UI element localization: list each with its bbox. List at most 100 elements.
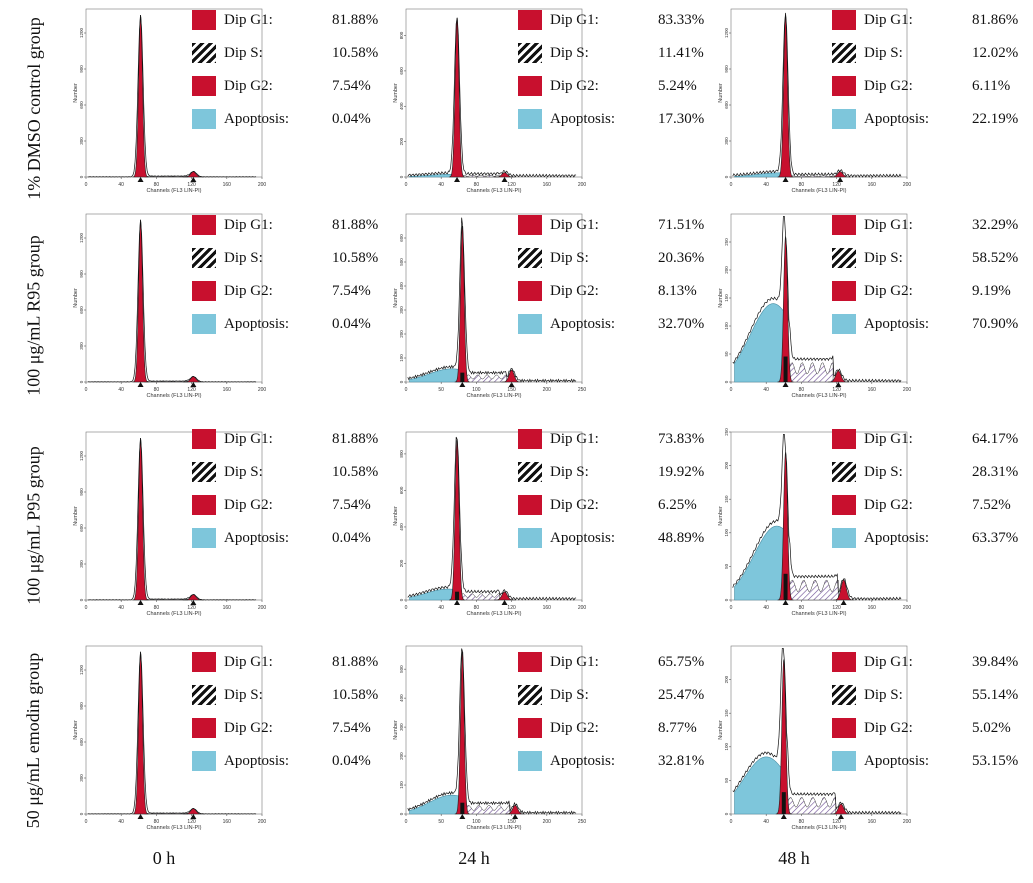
phase-legend: Dip G1: 81.88% Dip S: 10.58% Dip G2: 7.54% Apo… [192,8,422,138]
y-tick-label: 600 [79,524,84,532]
x-tick-label: 40 [118,182,124,188]
legend-item-s: Dip S: 10.58% [192,460,412,484]
x-axis-label: Channels (FL3 LIN-PI) [466,393,521,399]
legend-value: 65.75% [658,653,705,670]
y-tick-label: 400 [399,523,404,531]
histogram-svg: 0 50 100 150 200 250 Channels (FL3 LIN-PI) 0 100… [393,645,587,831]
histogram-panel: 0 50 100 150 200 250 Channels (FL3 LIN-PI) 0 100… [393,642,590,832]
legend-value: 53.15% [972,752,1019,769]
x-tick-label: 200 [903,819,912,825]
x-tick-label: 0 [85,387,88,393]
g2-peak [494,172,516,178]
legend-swatch [518,281,542,301]
x-tick-label: 250 [578,819,587,825]
peak-marker [190,600,197,605]
legend-swatch [518,652,542,672]
y-tick-label: 900 [724,65,729,73]
x-tick-label: 200 [258,387,267,393]
legend-value: 81.88% [332,216,379,233]
legend-label: Apoptosis: [550,529,616,546]
histogram-outline [87,219,257,383]
y-tick-label: 0 [399,380,404,383]
histogram-outline [87,651,257,815]
legend-value: 7.54% [332,496,371,513]
legend-value: 5.02% [972,719,1011,736]
x-tick-label: 160 [223,387,232,393]
y-tick-label: 300 [79,774,84,782]
apoptosis-area [409,588,458,601]
histogram-panel: 0 40 80 120 160 200 Channels (FL3 LIN-PI) 0 50 10… [718,210,915,400]
x-axis-label: Channels (FL3 LIN-PI) [146,188,201,194]
x-tick-label: 160 [868,605,877,611]
peak-marker [840,600,847,605]
legend-value: 9.19% [972,282,1011,299]
histogram-panel: 0 40 80 120 160 200 Channels (FL3 LIN-PI) 0 300 6… [73,210,270,400]
y-tick-label: 600 [79,738,84,746]
legend-swatch [832,685,856,705]
legend-swatch [832,76,856,96]
legend-item-g2: Dip G2: 6.25% [518,493,738,517]
apoptosis-area [734,303,786,383]
legend-value: 71.51% [658,216,705,233]
y-tick-label: 0 [724,812,729,815]
histogram-svg: 0 40 80 120 160 200 Channels (FL3 LIN-PI) 0 300 6… [73,645,266,831]
legend-value: 10.58% [332,44,379,61]
legend-value: 0.04% [332,315,371,332]
peak-marker [512,814,519,819]
y-tick-label: 250 [724,428,729,436]
y-tick-label: 1200 [79,27,84,38]
histogram-svg: 0 40 80 120 160 200 Channels (FL3 LIN-PI) 0 200 4… [393,8,586,194]
legend-label: Apoptosis: [224,529,290,546]
y-tick-label: 300 [724,137,729,145]
phase-legend: Dip G1: 64.17% Dip S: 28.31% Dip G2: 7.52% Apo… [832,427,1033,557]
legend-value: 7.54% [332,719,371,736]
legend-value: 81.86% [972,11,1019,28]
legend-swatch [518,43,542,63]
y-tick-label: 0 [399,598,404,601]
legend-swatch [192,10,216,30]
x-tick-label: 120 [187,387,196,393]
legend-swatch [832,462,856,482]
legend-label: Dip S: [864,463,903,480]
peak-marker [782,382,789,387]
y-tick-label: 0 [724,175,729,178]
legend-item-apo: Apoptosis: 32.81% [518,749,738,773]
x-tick-label: 160 [543,182,552,188]
peak-marker [137,177,144,182]
peak-marker [780,814,787,819]
legend-item-g2: Dip G2: 9.19% [832,279,1033,303]
phase-legend: Dip G1: 81.86% Dip S: 12.02% Dip G2: 6.11% Apo… [832,8,1033,138]
y-tick-label: 100 [399,781,404,789]
x-tick-label: 150 [507,819,516,825]
legend-swatch [518,248,542,268]
legend-value: 8.77% [658,719,697,736]
x-tick-label: 0 [405,605,408,611]
legend-value: 55.14% [972,686,1019,703]
peak-marker [459,814,466,819]
x-tick-label: 100 [472,387,481,393]
legend-swatch [832,281,856,301]
histogram-svg: 0 50 100 150 200 250 Channels (FL3 LIN-PI) 0 100… [393,213,586,399]
row-label: 1% DMSO control group [23,16,44,200]
x-tick-label: 0 [730,819,733,825]
y-tick-label: 600 [79,306,84,314]
legend-label: Dip S: [224,463,263,480]
legend-item-s: Dip S: 58.52% [832,246,1033,270]
legend-swatch [192,528,216,548]
x-tick-label: 80 [154,387,160,393]
legend-swatch [832,248,856,268]
x-axis-label: Channels (FL3 LIN-PI) [791,393,846,399]
g1-base-marker [460,802,465,814]
peak-marker [838,814,844,819]
x-tick-label: 40 [763,182,769,188]
g1-base-marker [783,573,788,600]
legend-swatch [192,751,216,771]
y-tick-label: 1200 [79,450,84,461]
peak-marker [835,382,842,387]
legend-label: Dip G1: [224,11,273,28]
legend-label: Apoptosis: [550,110,616,127]
legend-swatch [192,43,216,63]
apoptosis-area [409,794,463,815]
y-tick-label: 300 [399,306,404,314]
legend-swatch [192,248,216,268]
